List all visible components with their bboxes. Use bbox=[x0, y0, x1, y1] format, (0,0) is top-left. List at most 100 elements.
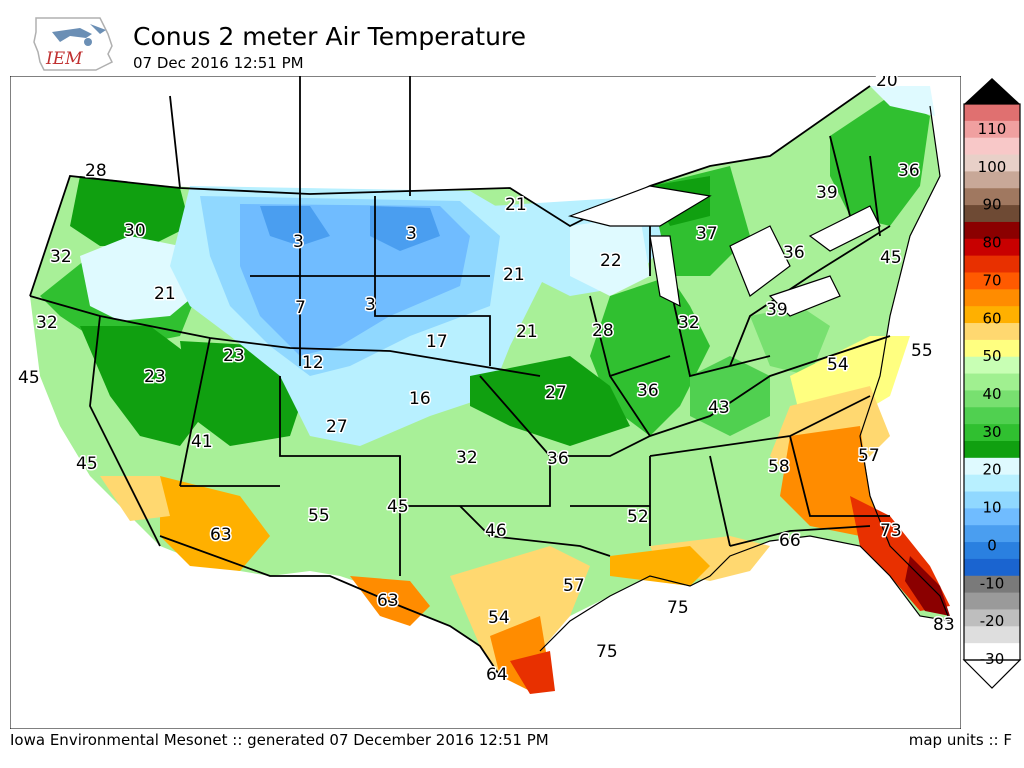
temperature-field bbox=[30, 86, 950, 694]
colorbar-band bbox=[964, 255, 1020, 273]
colorbar-band bbox=[964, 205, 1020, 223]
colorbar-band bbox=[964, 323, 1020, 341]
temp-label: 43 bbox=[708, 398, 730, 418]
temp-label: 75 bbox=[596, 642, 618, 662]
colorbar-bands bbox=[964, 104, 1020, 661]
colorbar-band bbox=[964, 289, 1020, 307]
temp-label: 3 bbox=[293, 232, 304, 252]
temp-label: 20 bbox=[876, 76, 898, 91]
temp-label: 17 bbox=[426, 332, 448, 352]
colorbar-tick-label: -20 bbox=[980, 612, 1005, 630]
temp-label: 66 bbox=[779, 531, 801, 551]
colorbar-tick-label: 60 bbox=[982, 309, 1001, 327]
temp-label: 36 bbox=[898, 161, 920, 181]
temp-label: 54 bbox=[827, 355, 849, 375]
colorbar-band bbox=[964, 575, 1020, 594]
colorbar-band bbox=[964, 525, 1020, 543]
colorbar-tick-label: 80 bbox=[982, 234, 1001, 252]
temp-label: 27 bbox=[326, 417, 348, 437]
map-title: Conus 2 meter Air Temperature bbox=[133, 22, 527, 51]
temp-label: 12 bbox=[302, 353, 324, 373]
temp-label: 52 bbox=[627, 507, 649, 527]
colorbar-band bbox=[964, 272, 1020, 290]
temp-label: 22 bbox=[600, 251, 622, 271]
temp-label: 55 bbox=[911, 341, 933, 361]
temp-label: 23 bbox=[223, 346, 245, 366]
colorbar-top-cap bbox=[964, 78, 1020, 104]
temp-label: 21 bbox=[516, 322, 538, 342]
temp-label: 83 bbox=[933, 615, 955, 635]
colorbar-band bbox=[964, 390, 1020, 408]
colorbar-tick-label: 10 bbox=[982, 499, 1001, 517]
colorbar-tick-label: 30 bbox=[982, 423, 1001, 441]
colorbar-band bbox=[964, 373, 1020, 391]
boundaries bbox=[29, 76, 891, 677]
temp-label: 45 bbox=[387, 497, 409, 517]
colorbar-band bbox=[964, 120, 1020, 139]
iem-logo: IEM bbox=[33, 17, 114, 71]
colorbar-band bbox=[964, 356, 1020, 375]
colorbar-band bbox=[964, 306, 1020, 324]
colorbar-tick-label: 40 bbox=[982, 385, 1001, 403]
colorbar-tick-label: 110 bbox=[978, 120, 1007, 138]
temp-label: 57 bbox=[563, 576, 585, 596]
colorbar-tick-label: 100 bbox=[978, 158, 1007, 176]
logo-text: IEM bbox=[45, 49, 83, 69]
temp-label: 63 bbox=[210, 525, 232, 545]
colorbar-tick-label: 0 bbox=[987, 536, 997, 554]
temp-label: 27 bbox=[545, 383, 567, 403]
temp-label: 32 bbox=[36, 313, 58, 333]
temp-label: 63 bbox=[377, 591, 399, 611]
colorbar-tick-label: 20 bbox=[982, 461, 1001, 479]
colorbar-tick-label: 50 bbox=[982, 347, 1001, 365]
footer-units: map units :: F bbox=[908, 731, 1012, 749]
temp-label: 45 bbox=[880, 248, 902, 268]
colorbar-band bbox=[964, 440, 1020, 459]
colorbar-band bbox=[964, 104, 1020, 122]
temp-label: 3 bbox=[406, 224, 417, 244]
colorbar-band bbox=[964, 474, 1020, 493]
colorbar-band bbox=[964, 171, 1020, 189]
colorbar-band bbox=[964, 643, 1020, 661]
temperature-labels: 28 30 32 21 32 45 23 23 45 41 63 3 7 3 3… bbox=[17, 76, 957, 687]
temp-label: 28 bbox=[85, 161, 107, 181]
temp-label: 64 bbox=[486, 665, 508, 685]
temp-label: 28 bbox=[592, 321, 614, 341]
temp-label: 45 bbox=[18, 368, 40, 388]
colorbar-band bbox=[964, 339, 1020, 358]
temp-label: 3 bbox=[365, 295, 376, 315]
colorbar-band bbox=[964, 508, 1020, 526]
colorbar-band bbox=[964, 424, 1020, 442]
temperature-map: 28 30 32 21 32 45 23 23 45 41 63 3 7 3 3… bbox=[10, 76, 961, 729]
colorbar-band bbox=[964, 407, 1020, 425]
temp-label: 75 bbox=[667, 598, 689, 618]
footer-credit: Iowa Environmental Mesonet :: generated … bbox=[10, 731, 549, 749]
temp-label: 32 bbox=[678, 313, 700, 333]
colorbar-tick-label: 70 bbox=[982, 271, 1001, 289]
temp-label: 58 bbox=[768, 457, 790, 477]
temp-label: 23 bbox=[144, 367, 166, 387]
colorbar-tick-label: -10 bbox=[980, 574, 1005, 592]
temp-label: 39 bbox=[766, 300, 788, 320]
colorbar-tick-label: -30 bbox=[980, 650, 1005, 668]
colorbar-tick-label: 90 bbox=[982, 196, 1001, 214]
colorbar-band bbox=[964, 221, 1020, 240]
colorbar-band bbox=[964, 542, 1020, 560]
temp-label: 30 bbox=[124, 221, 146, 241]
temp-label: 21 bbox=[503, 265, 525, 285]
colorbar-band bbox=[964, 609, 1020, 627]
map-timestamp: 07 Dec 2016 12:51 PM bbox=[133, 54, 304, 72]
temp-label: 36 bbox=[547, 449, 569, 469]
colorbar-band bbox=[964, 137, 1020, 156]
colorbar-band bbox=[964, 238, 1020, 257]
temp-label: 16 bbox=[409, 389, 431, 409]
temp-label: 46 bbox=[485, 521, 507, 541]
temp-label: 37 bbox=[696, 224, 718, 244]
colorbar-band bbox=[964, 457, 1020, 476]
temp-label: 21 bbox=[154, 284, 176, 304]
temp-label: 73 bbox=[880, 521, 902, 541]
great-lakes bbox=[567, 185, 881, 317]
temp-label: 39 bbox=[816, 183, 838, 203]
colorbar-band bbox=[964, 154, 1020, 172]
